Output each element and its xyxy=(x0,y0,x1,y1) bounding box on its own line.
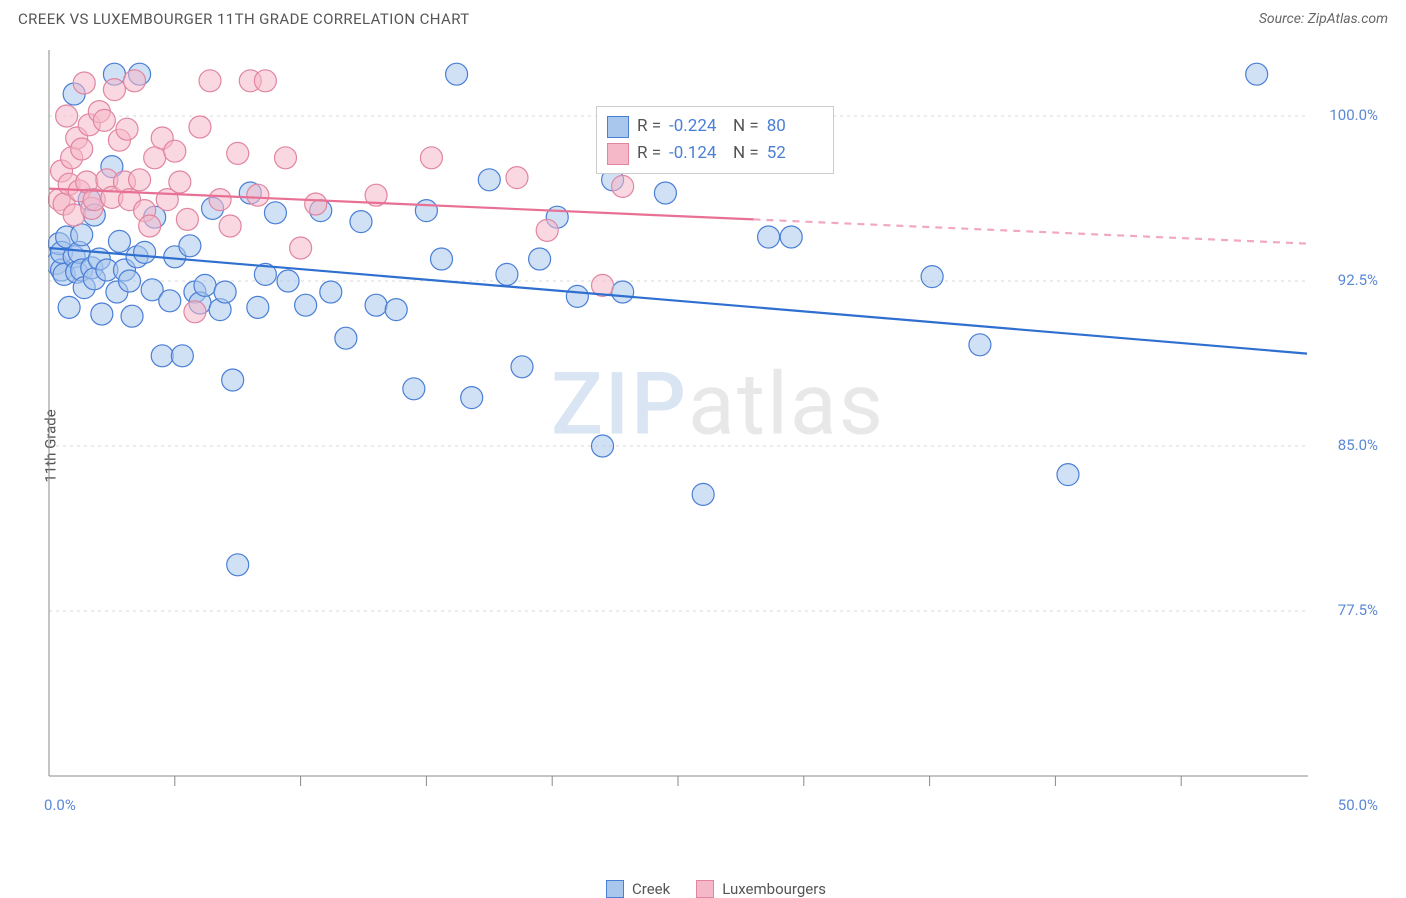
axis-tick-label: 85.0% xyxy=(1338,436,1378,454)
stats-legend-box: R = -0.224 N = 80 R = -0.124 N = 52 xyxy=(596,106,834,174)
stats-n-value: 80 xyxy=(767,113,823,140)
chart-title: CREEK VS LUXEMBOURGER 11TH GRADE CORRELA… xyxy=(18,10,470,28)
series-legend: Creek Luxembourgers xyxy=(606,880,826,898)
legend-swatch xyxy=(607,116,629,138)
stats-r-value: -0.224 xyxy=(669,113,725,140)
legend-item: Luxembourgers xyxy=(696,880,826,898)
stats-n-value: 52 xyxy=(767,140,823,167)
axis-tick-label: 77.5% xyxy=(1338,601,1378,619)
stats-n-label: N = xyxy=(733,113,759,140)
legend-swatch xyxy=(696,880,714,898)
stats-r-value: -0.124 xyxy=(669,140,725,167)
stats-legend-row: R = -0.224 N = 80 xyxy=(607,113,823,140)
legend-item: Creek xyxy=(606,880,670,898)
axis-tick-label: 0.0% xyxy=(44,796,76,814)
source-name: ZipAtlas.com xyxy=(1308,11,1388,27)
legend-swatch xyxy=(606,880,624,898)
stats-legend-row: R = -0.124 N = 52 xyxy=(607,140,823,167)
axis-tick-label: 100.0% xyxy=(1329,106,1378,124)
legend-item-label: Creek xyxy=(632,880,670,898)
source-attribution: Source: ZipAtlas.com xyxy=(1259,11,1388,27)
stats-n-label: N = xyxy=(733,140,759,167)
legend-swatch xyxy=(607,143,629,165)
stats-r-label: R = xyxy=(637,113,661,140)
axis-tick-label: 92.5% xyxy=(1338,271,1378,289)
axis-tick-label: 50.0% xyxy=(1338,796,1378,814)
stats-r-label: R = xyxy=(637,140,661,167)
legend-item-label: Luxembourgers xyxy=(722,880,826,898)
plot-area: ZIPatlas R =-0.224N =80R =-0.124N =52 Cr… xyxy=(48,50,1388,820)
source-prefix: Source: xyxy=(1259,11,1308,27)
chart-header: CREEK VS LUXEMBOURGER 11TH GRADE CORRELA… xyxy=(0,0,1406,34)
